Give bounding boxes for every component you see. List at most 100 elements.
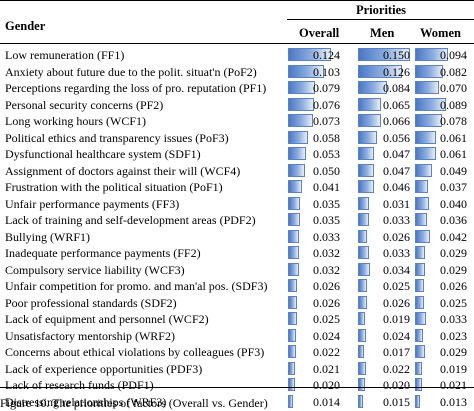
men-value: 0.150 <box>383 48 410 62</box>
men-value: 0.024 <box>383 328 410 343</box>
women-value: 0.094 <box>440 48 467 62</box>
overall-cell: 0.041 <box>288 180 340 194</box>
overall-cell: 0.025 <box>288 312 340 326</box>
men-value: 0.015 <box>383 394 410 409</box>
women-cell: 0.082 <box>415 64 467 79</box>
table-row: Inadequate performance payments (FF2) 0.0… <box>0 245 474 262</box>
header-gender: Gender <box>5 19 46 33</box>
men-data-bar <box>358 213 369 226</box>
men-value: 0.034 <box>383 262 410 277</box>
men-value: 0.046 <box>383 180 410 194</box>
factor-label: Long working hours (WCF1) <box>5 114 146 128</box>
table-top-rule <box>0 0 474 1</box>
men-value: 0.019 <box>383 312 410 326</box>
men-data-bar <box>358 163 374 177</box>
factor-label: Perceptions regarding the loss of pro. r… <box>5 81 267 95</box>
women-data-bar <box>415 229 430 243</box>
table-row: Bullying (WRF1) 0.033 0.026 0.042 <box>0 229 474 246</box>
header-priorities: Priorities <box>356 3 406 17</box>
men-cell: 0.026 <box>358 295 410 310</box>
women-cell: 0.037 <box>415 180 467 194</box>
men-cell: 0.033 <box>358 246 410 260</box>
women-data-bar <box>415 262 425 276</box>
overall-value: 0.014 <box>313 394 340 409</box>
priorities-sub-rule <box>287 19 474 20</box>
women-cell: 0.029 <box>415 345 467 359</box>
women-cell: 0.094 <box>415 48 467 62</box>
overall-cell: 0.026 <box>288 295 340 310</box>
women-value: 0.082 <box>440 64 467 79</box>
overall-cell: 0.021 <box>288 361 340 376</box>
women-cell: 0.026 <box>415 279 467 293</box>
women-cell: 0.021 <box>415 378 467 392</box>
men-data-bar <box>358 328 366 342</box>
factor-label: Dysfunctional healthcare system (SDF1) <box>5 147 201 161</box>
factor-label: Inadequate performance payments (FF2) <box>5 246 201 260</box>
table-row: Frustration with the political situation… <box>0 179 474 196</box>
table-row: Perceptions regarding the loss of pro. r… <box>0 80 474 97</box>
men-cell: 0.017 <box>358 345 410 359</box>
overall-data-bar <box>288 180 302 193</box>
overall-data-bar <box>288 114 313 127</box>
overall-cell: 0.103 <box>288 64 340 79</box>
women-data-bar <box>415 180 428 193</box>
men-data-bar <box>358 180 374 193</box>
factor-label: Assignment of doctors against their will… <box>5 163 241 178</box>
header-women: Women <box>420 26 461 40</box>
women-data-bar <box>415 345 425 358</box>
men-cell: 0.020 <box>358 378 410 392</box>
women-value: 0.078 <box>440 114 467 128</box>
factor-label: Concerns about ethical violations by col… <box>5 345 265 359</box>
men-value: 0.026 <box>383 229 410 244</box>
women-value: 0.029 <box>440 246 467 260</box>
overall-data-bar <box>288 295 297 309</box>
women-cell: 0.089 <box>415 97 467 112</box>
women-cell: 0.023 <box>415 328 467 343</box>
overall-cell: 0.022 <box>288 345 340 359</box>
men-cell: 0.066 <box>358 114 410 128</box>
women-cell: 0.013 <box>415 394 467 409</box>
factor-label: Lack of training and self-development ar… <box>5 213 256 227</box>
men-value: 0.066 <box>383 114 410 128</box>
women-cell: 0.036 <box>415 213 467 227</box>
men-cell: 0.065 <box>358 97 410 112</box>
women-data-bar <box>415 196 429 210</box>
men-data-bar <box>358 81 387 94</box>
overall-value: 0.103 <box>313 64 340 79</box>
overall-cell: 0.073 <box>288 114 340 128</box>
men-value: 0.084 <box>383 81 410 95</box>
overall-data-bar <box>288 81 315 94</box>
men-cell: 0.025 <box>358 279 410 293</box>
factor-label: Anxiety about future due to the polit. s… <box>5 64 257 79</box>
overall-cell: 0.058 <box>288 130 340 145</box>
women-data-bar <box>415 213 427 226</box>
table-row: Long working hours (WCF1) 0.073 0.066 0.078 <box>0 113 474 130</box>
overall-value: 0.032 <box>313 262 340 277</box>
men-data-bar <box>358 48 410 61</box>
men-cell: 0.026 <box>358 229 410 244</box>
header-men: Men <box>370 26 395 40</box>
women-data-bar <box>415 97 446 111</box>
women-value: 0.023 <box>440 328 467 343</box>
overall-value: 0.025 <box>313 312 340 326</box>
women-cell: 0.049 <box>415 163 467 178</box>
table-row: Dysfunctional healthcare system (SDF1) 0.… <box>0 146 474 163</box>
overall-data-bar <box>288 262 299 276</box>
overall-cell: 0.035 <box>288 196 340 211</box>
factor-label: Unfair performance payments (FF3) <box>5 196 180 211</box>
overall-value: 0.079 <box>313 81 340 95</box>
men-value: 0.025 <box>383 279 410 293</box>
men-cell: 0.034 <box>358 262 410 277</box>
women-value: 0.036 <box>440 213 467 227</box>
overall-cell: 0.079 <box>288 81 340 95</box>
table-row: Concerns about ethical violations by col… <box>0 344 474 361</box>
women-data-bar <box>415 114 442 127</box>
men-cell: 0.126 <box>358 64 410 79</box>
women-data-bar <box>415 312 426 325</box>
table-row: Lack of equipment and personnel (WCF2) 0.… <box>0 311 474 328</box>
overall-value: 0.021 <box>313 361 340 376</box>
women-value: 0.049 <box>440 163 467 178</box>
women-cell: 0.061 <box>415 147 467 161</box>
overall-value: 0.032 <box>313 246 340 260</box>
